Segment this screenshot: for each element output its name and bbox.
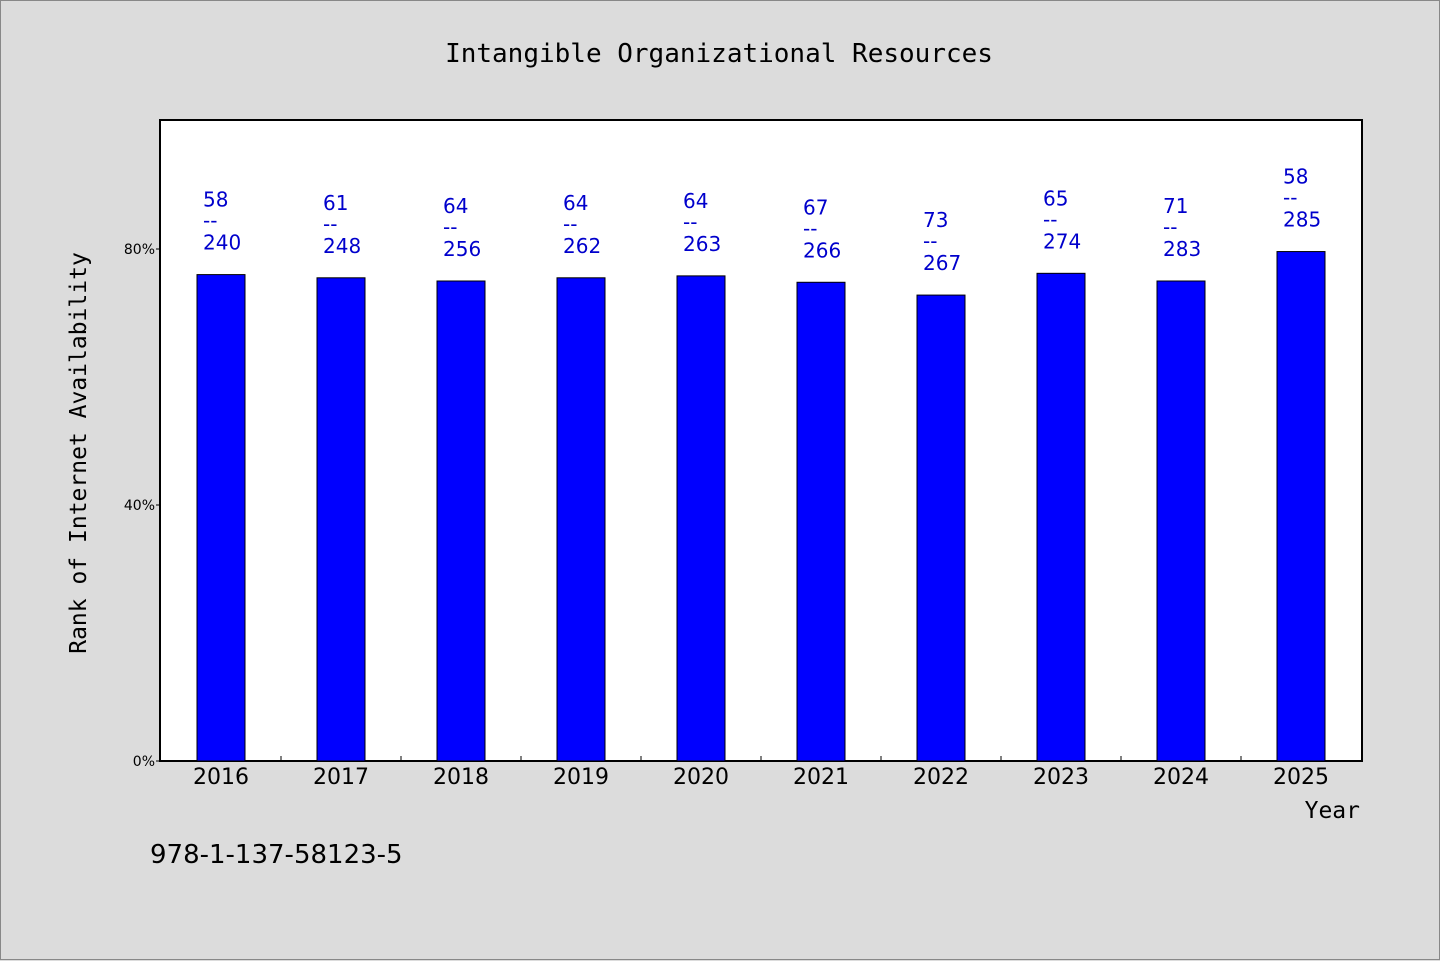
- y-axis-ticks: 0% 40% 80%: [124, 242, 161, 770]
- y-tick-label-80%: 80%: [124, 242, 155, 258]
- data-label-2020-rank: 64: [683, 189, 708, 213]
- data-label-2023-separator: --: [1043, 207, 1057, 231]
- x-axis-ticks: 2016 2017 2018 2019 2020 2021 2022 2023 2024 2025: [193, 756, 1329, 790]
- bar-2022: [916, 294, 966, 762]
- x-tick-label-2018: 2018: [433, 765, 489, 790]
- data-label-2025-separator: --: [1283, 186, 1297, 210]
- data-label-2024-total: 283: [1163, 237, 1201, 261]
- x-tick-label-2017: 2017: [313, 765, 369, 790]
- data-label-2025-rank: 58: [1283, 165, 1308, 189]
- x-tick-label-2022: 2022: [913, 765, 969, 790]
- data-label-2018-total: 256: [443, 237, 481, 261]
- x-tick-label-2024: 2024: [1153, 765, 1209, 790]
- data-label-2017-total: 248: [323, 234, 361, 258]
- data-labels-layer: 58--24061--24864--25664--26264--26367--2…: [203, 165, 1321, 276]
- y-tick-label-0%: 0%: [133, 754, 155, 770]
- data-label-2024-separator: --: [1163, 215, 1177, 239]
- data-label-2020-total: 263: [683, 232, 721, 256]
- bar-2017: [316, 277, 366, 762]
- bar-2023: [1036, 272, 1086, 762]
- data-label-2025-total: 285: [1283, 208, 1321, 232]
- isbn-text: 978-1-137-58123-5: [150, 840, 403, 870]
- data-label-2024-rank: 71: [1163, 194, 1188, 218]
- data-label-2023-total: 274: [1043, 229, 1081, 253]
- data-label-2020-separator: --: [683, 210, 697, 234]
- data-label-2018-separator: --: [443, 215, 457, 239]
- data-label-2019-separator: --: [563, 212, 577, 236]
- data-label-2018-rank: 64: [443, 194, 468, 218]
- x-tick-label-2016: 2016: [193, 765, 249, 790]
- data-label-2019-total: 262: [563, 234, 601, 258]
- data-label-2017-rank: 61: [323, 191, 348, 215]
- data-label-2019-rank: 64: [563, 191, 588, 215]
- data-label-2021-total: 266: [803, 238, 841, 262]
- data-label-2016-separator: --: [203, 209, 217, 233]
- chart-title: Intangible Organizational Resources: [445, 39, 993, 69]
- x-tick-label-2020: 2020: [673, 765, 729, 790]
- y-tick-label-40%: 40%: [124, 498, 155, 514]
- bar-2024: [1156, 280, 1206, 762]
- data-label-2022-rank: 73: [923, 208, 948, 232]
- data-label-2023-rank: 65: [1043, 186, 1068, 210]
- x-tick-label-2023: 2023: [1033, 765, 1089, 790]
- bar-2025: [1276, 251, 1326, 762]
- bar-2021: [796, 281, 846, 762]
- x-axis-label: Year: [1305, 798, 1360, 824]
- data-label-2016-total: 240: [203, 231, 241, 255]
- bar-2020: [676, 275, 726, 762]
- bars-layer: [196, 251, 1326, 762]
- bar-2018: [436, 280, 486, 762]
- data-label-2022-separator: --: [923, 229, 937, 253]
- y-axis-label: Rank of Internet Availability: [66, 252, 92, 654]
- x-tick-label-2021: 2021: [793, 765, 849, 790]
- bar-2019: [556, 277, 606, 762]
- data-label-2022-total: 267: [923, 251, 961, 275]
- x-tick-label-2019: 2019: [553, 765, 609, 790]
- bar-2016: [196, 274, 246, 762]
- data-label-2021-rank: 67: [803, 195, 828, 219]
- data-label-2016-rank: 58: [203, 188, 228, 212]
- data-label-2017-separator: --: [323, 212, 337, 236]
- x-tick-label-2025: 2025: [1273, 765, 1329, 790]
- data-label-2021-separator: --: [803, 216, 817, 240]
